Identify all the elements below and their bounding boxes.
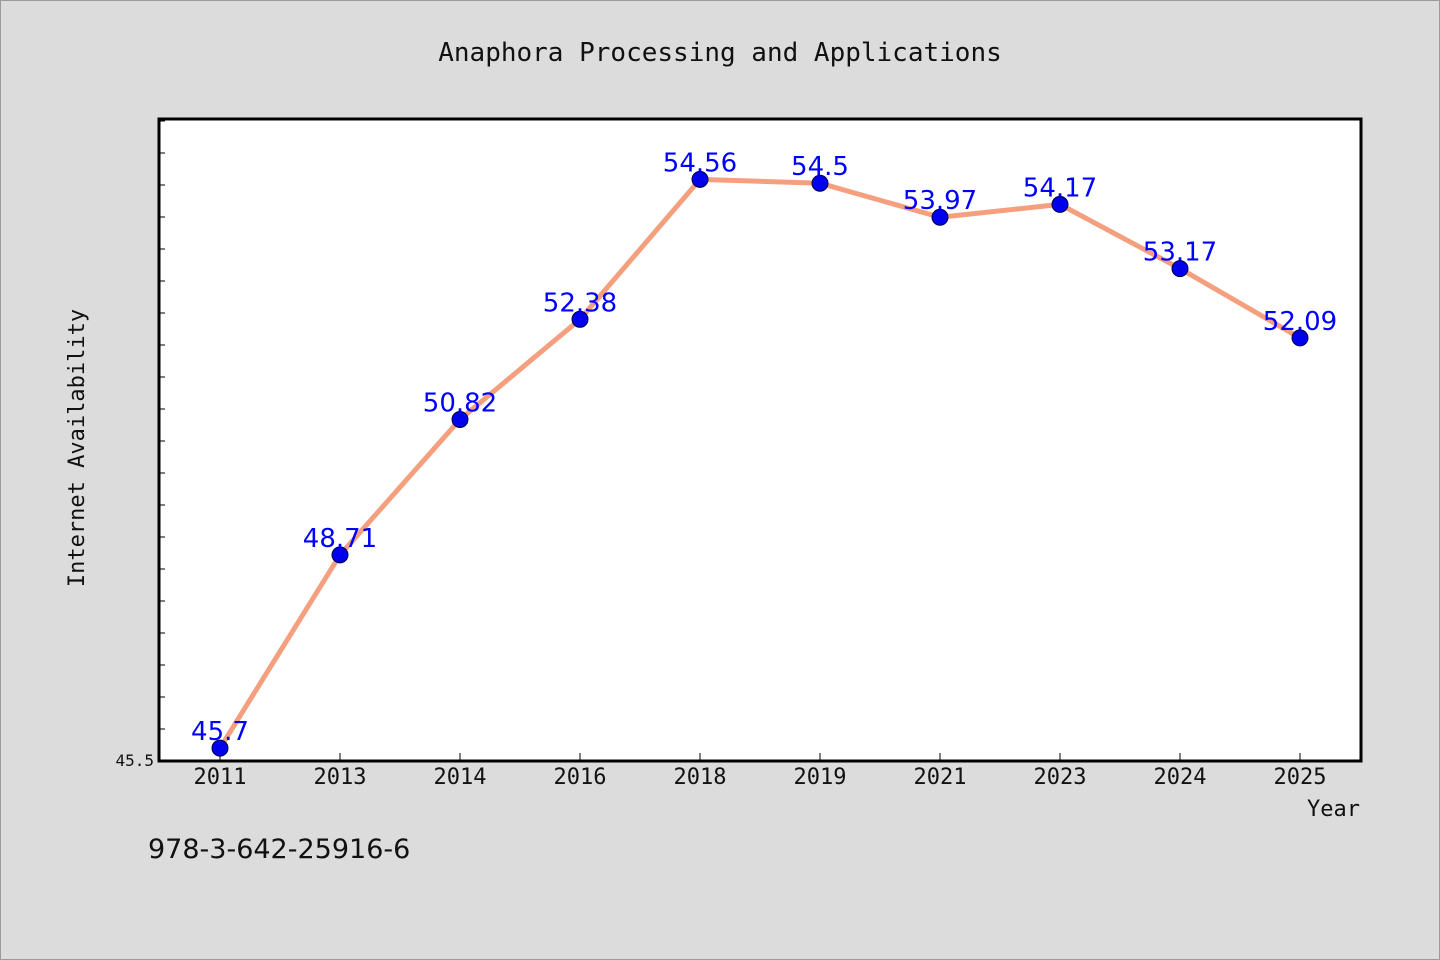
data-label: 53.17 (1143, 238, 1217, 268)
series-line (217, 176, 1302, 750)
data-label: 54.56 (663, 148, 737, 178)
data-label: 53.97 (903, 186, 977, 216)
chart-title: Anaphora Processing and Applications (438, 38, 1002, 68)
data-label: 54.17 (1023, 173, 1097, 203)
x-tick-label: 2016 (554, 765, 607, 790)
y-tick-label: 45.5 (115, 751, 154, 770)
data-label: 52.09 (1263, 307, 1337, 337)
data-point (1171, 260, 1189, 278)
x-tick-label: 2021 (914, 765, 967, 790)
data-point (1291, 329, 1309, 347)
data-point (211, 739, 229, 757)
data-point (811, 174, 829, 192)
data-point (931, 208, 949, 226)
x-tick-label: 2019 (794, 765, 847, 790)
y-axis-ticks: 45.5 (115, 120, 165, 770)
x-tick-label: 2025 (1274, 765, 1327, 790)
data-label: 45.7 (191, 717, 249, 747)
y-axis-label: Internet Availability (65, 309, 90, 587)
data-label: 54.5 (791, 152, 849, 182)
plot-area (157, 117, 1363, 763)
x-tick-label: 2014 (434, 765, 487, 790)
data-point (451, 410, 469, 428)
x-tick-label: 2018 (674, 765, 727, 790)
x-tick-label: 2013 (314, 765, 367, 790)
data-label: 50.82 (423, 388, 497, 418)
x-tick-label: 2023 (1034, 765, 1087, 790)
data-point (571, 310, 589, 328)
isbn-text: 978-3-642-25916-6 (148, 834, 411, 865)
x-tick-label: 2011 (194, 765, 247, 790)
data-label: 48.71 (303, 524, 377, 554)
x-tick-label: 2024 (1154, 765, 1207, 790)
x-axis-ticks: 2011 2013 2014 2016 2018 2019 2021 2023 2024 2025 (194, 753, 1327, 790)
data-point (331, 546, 349, 564)
data-labels: 45.7 48.71 50.82 52.38 54.56 54.5 53.97 54.17 53… (191, 148, 1337, 747)
data-point (1051, 195, 1069, 213)
x-axis-label: Year (1307, 797, 1360, 822)
data-label: 52.38 (543, 288, 617, 318)
data-series (211, 170, 1309, 757)
data-point (691, 170, 709, 188)
